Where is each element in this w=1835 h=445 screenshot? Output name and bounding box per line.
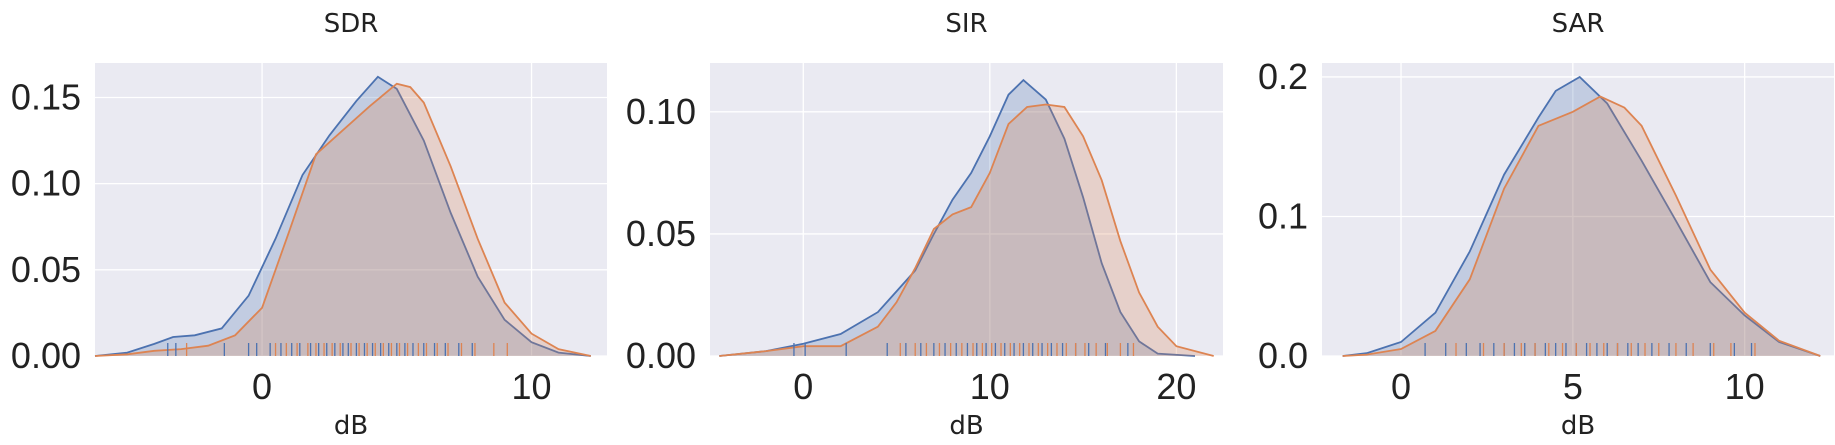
density-line-series-1 xyxy=(719,78,1196,357)
x-tick-label: 10 xyxy=(970,366,1010,407)
x-tick-label: 0 xyxy=(252,366,272,407)
density-line-series-2 xyxy=(719,103,1214,357)
x-tick-label: 5 xyxy=(1563,366,1583,407)
density-area-series-1 xyxy=(95,76,591,357)
y-tick-label: 0.00 xyxy=(626,335,696,376)
y-tick-label: 0.0 xyxy=(1258,335,1308,376)
density-line-series-1 xyxy=(94,75,591,357)
y-tick-label: 0.05 xyxy=(11,249,81,290)
x-tick-label: 0 xyxy=(1391,366,1411,407)
x-axis-label: dB xyxy=(334,411,368,441)
density-line-series-2 xyxy=(94,82,591,357)
chart-panel-sir: 0.00 0.05 0.10 0 10 20 SIR dB xyxy=(626,9,1223,441)
y-tick-label: 0.05 xyxy=(626,213,696,254)
chart-title: SAR xyxy=(1552,9,1605,39)
y-tick-label: 0.10 xyxy=(626,91,696,132)
y-tick-label: 0.1 xyxy=(1258,195,1308,236)
y-tick-label: 0.15 xyxy=(11,76,81,117)
x-tick-label: 10 xyxy=(1725,366,1765,407)
chart-title: SDR xyxy=(324,9,379,39)
x-axis-label: dB xyxy=(949,411,983,441)
x-tick-label: 10 xyxy=(512,366,552,407)
y-tick-label: 0.10 xyxy=(11,163,81,204)
y-tick-label: 0.2 xyxy=(1258,56,1308,97)
chart-title: SIR xyxy=(945,9,987,39)
density-area-series-2 xyxy=(719,104,1214,356)
x-tick-label: 0 xyxy=(793,366,813,407)
density-area-series-2 xyxy=(95,83,591,356)
chart-panel-sar: 0.0 0.1 0.2 0 5 10 SAR dB xyxy=(1258,9,1834,441)
chart-panel-sdr: 0.00 0.05 0.10 0.15 0 10 SDR dB xyxy=(11,9,607,441)
density-area-series-1 xyxy=(1342,77,1821,356)
x-axis-label: dB xyxy=(1561,411,1595,441)
density-area-series-1 xyxy=(719,80,1195,356)
plot-background xyxy=(95,63,607,356)
x-tick-label: 20 xyxy=(1156,366,1196,407)
density-line-series-2 xyxy=(1342,95,1821,357)
density-line-series-1 xyxy=(1342,75,1821,357)
plot-background xyxy=(1322,63,1834,356)
y-tick-label: 0.00 xyxy=(11,335,81,376)
